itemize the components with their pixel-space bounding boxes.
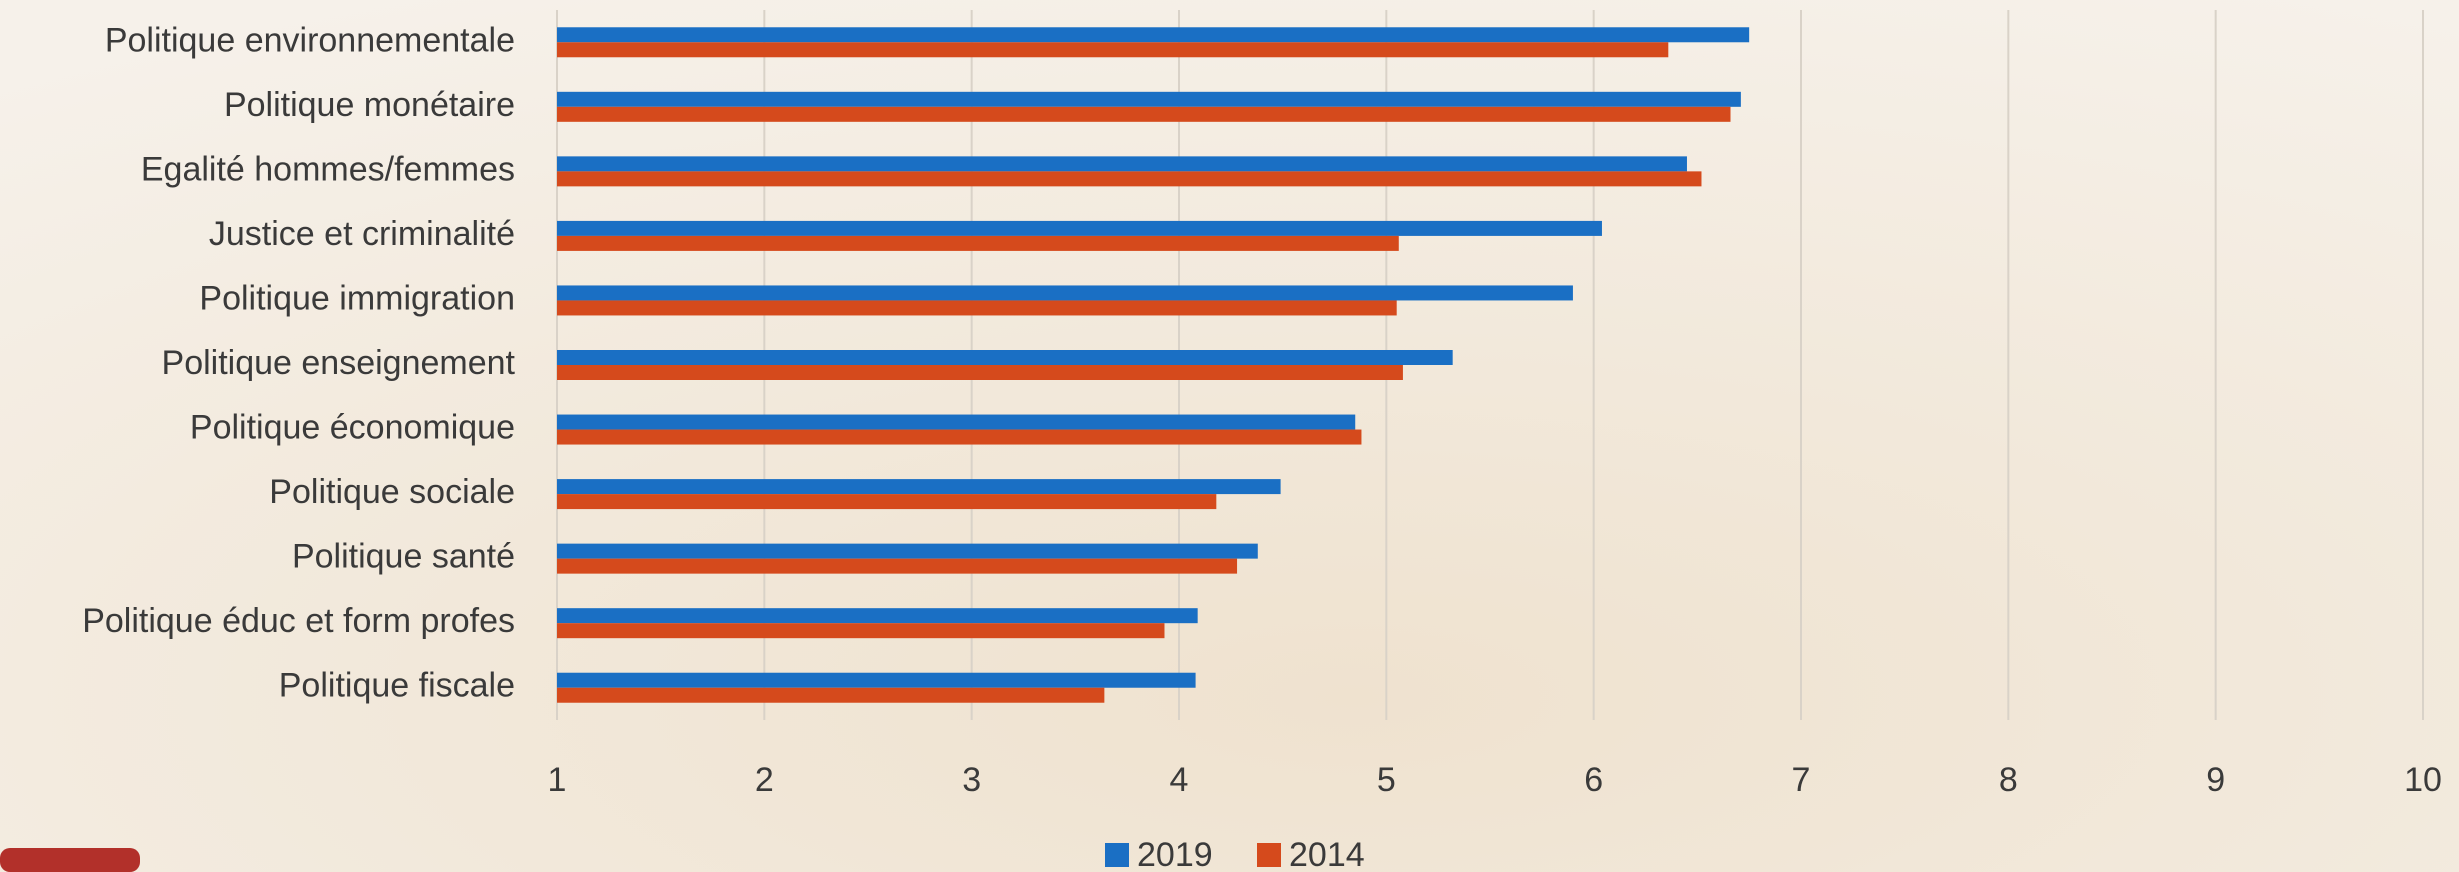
bar — [557, 429, 1362, 445]
x-tick-label: 9 — [2206, 761, 2225, 799]
x-tick-label: 1 — [548, 761, 567, 799]
bar — [557, 608, 1198, 624]
bar — [557, 285, 1573, 301]
bar — [557, 687, 1105, 703]
x-tick-label: 10 — [2404, 761, 2442, 799]
bar — [557, 414, 1356, 430]
y-tick-label: Politique environnementale — [105, 21, 515, 59]
bar — [557, 106, 1731, 122]
bar — [557, 235, 1399, 251]
bar — [557, 171, 1702, 187]
x-tick-label: 7 — [1792, 761, 1811, 799]
bar — [557, 558, 1238, 574]
y-tick-label: Politique immigration — [199, 279, 515, 317]
y-tick-label: Politique sociale — [269, 473, 515, 511]
y-tick-label: Politique économique — [190, 409, 515, 447]
bar — [557, 220, 1602, 236]
legend-swatch — [1105, 843, 1129, 867]
bar — [557, 350, 1453, 365]
x-tick-label: 4 — [1170, 761, 1189, 799]
bar — [557, 300, 1397, 316]
bar — [557, 623, 1165, 639]
bar — [557, 494, 1217, 510]
corner-decoration — [0, 848, 140, 872]
x-tick-label: 5 — [1377, 761, 1396, 799]
y-tick-label: Politique éduc et form profes — [82, 602, 515, 640]
bar — [557, 156, 1687, 172]
legend-swatch — [1257, 843, 1281, 867]
x-tick-label: 6 — [1584, 761, 1603, 799]
x-tick-label: 2 — [755, 761, 774, 799]
y-tick-label: Politique fiscale — [279, 667, 515, 705]
y-tick-label: Politique monétaire — [224, 86, 515, 124]
bar — [557, 543, 1258, 559]
bar — [557, 479, 1281, 495]
x-tick-label: 8 — [1999, 761, 2018, 799]
bar — [557, 672, 1196, 688]
bar — [557, 27, 1750, 43]
legend-label: 2019 — [1137, 836, 1213, 872]
bar — [557, 42, 1669, 58]
y-tick-label: Egalité hommes/femmes — [141, 150, 515, 188]
bar — [557, 365, 1403, 380]
y-tick-label: Politique santé — [292, 538, 515, 576]
bar — [557, 91, 1741, 107]
y-tick-label: Politique enseignement — [162, 344, 516, 382]
legend-label: 2014 — [1289, 836, 1365, 872]
y-tick-label: Justice et criminalité — [209, 215, 515, 253]
x-tick-label: 3 — [962, 761, 981, 799]
